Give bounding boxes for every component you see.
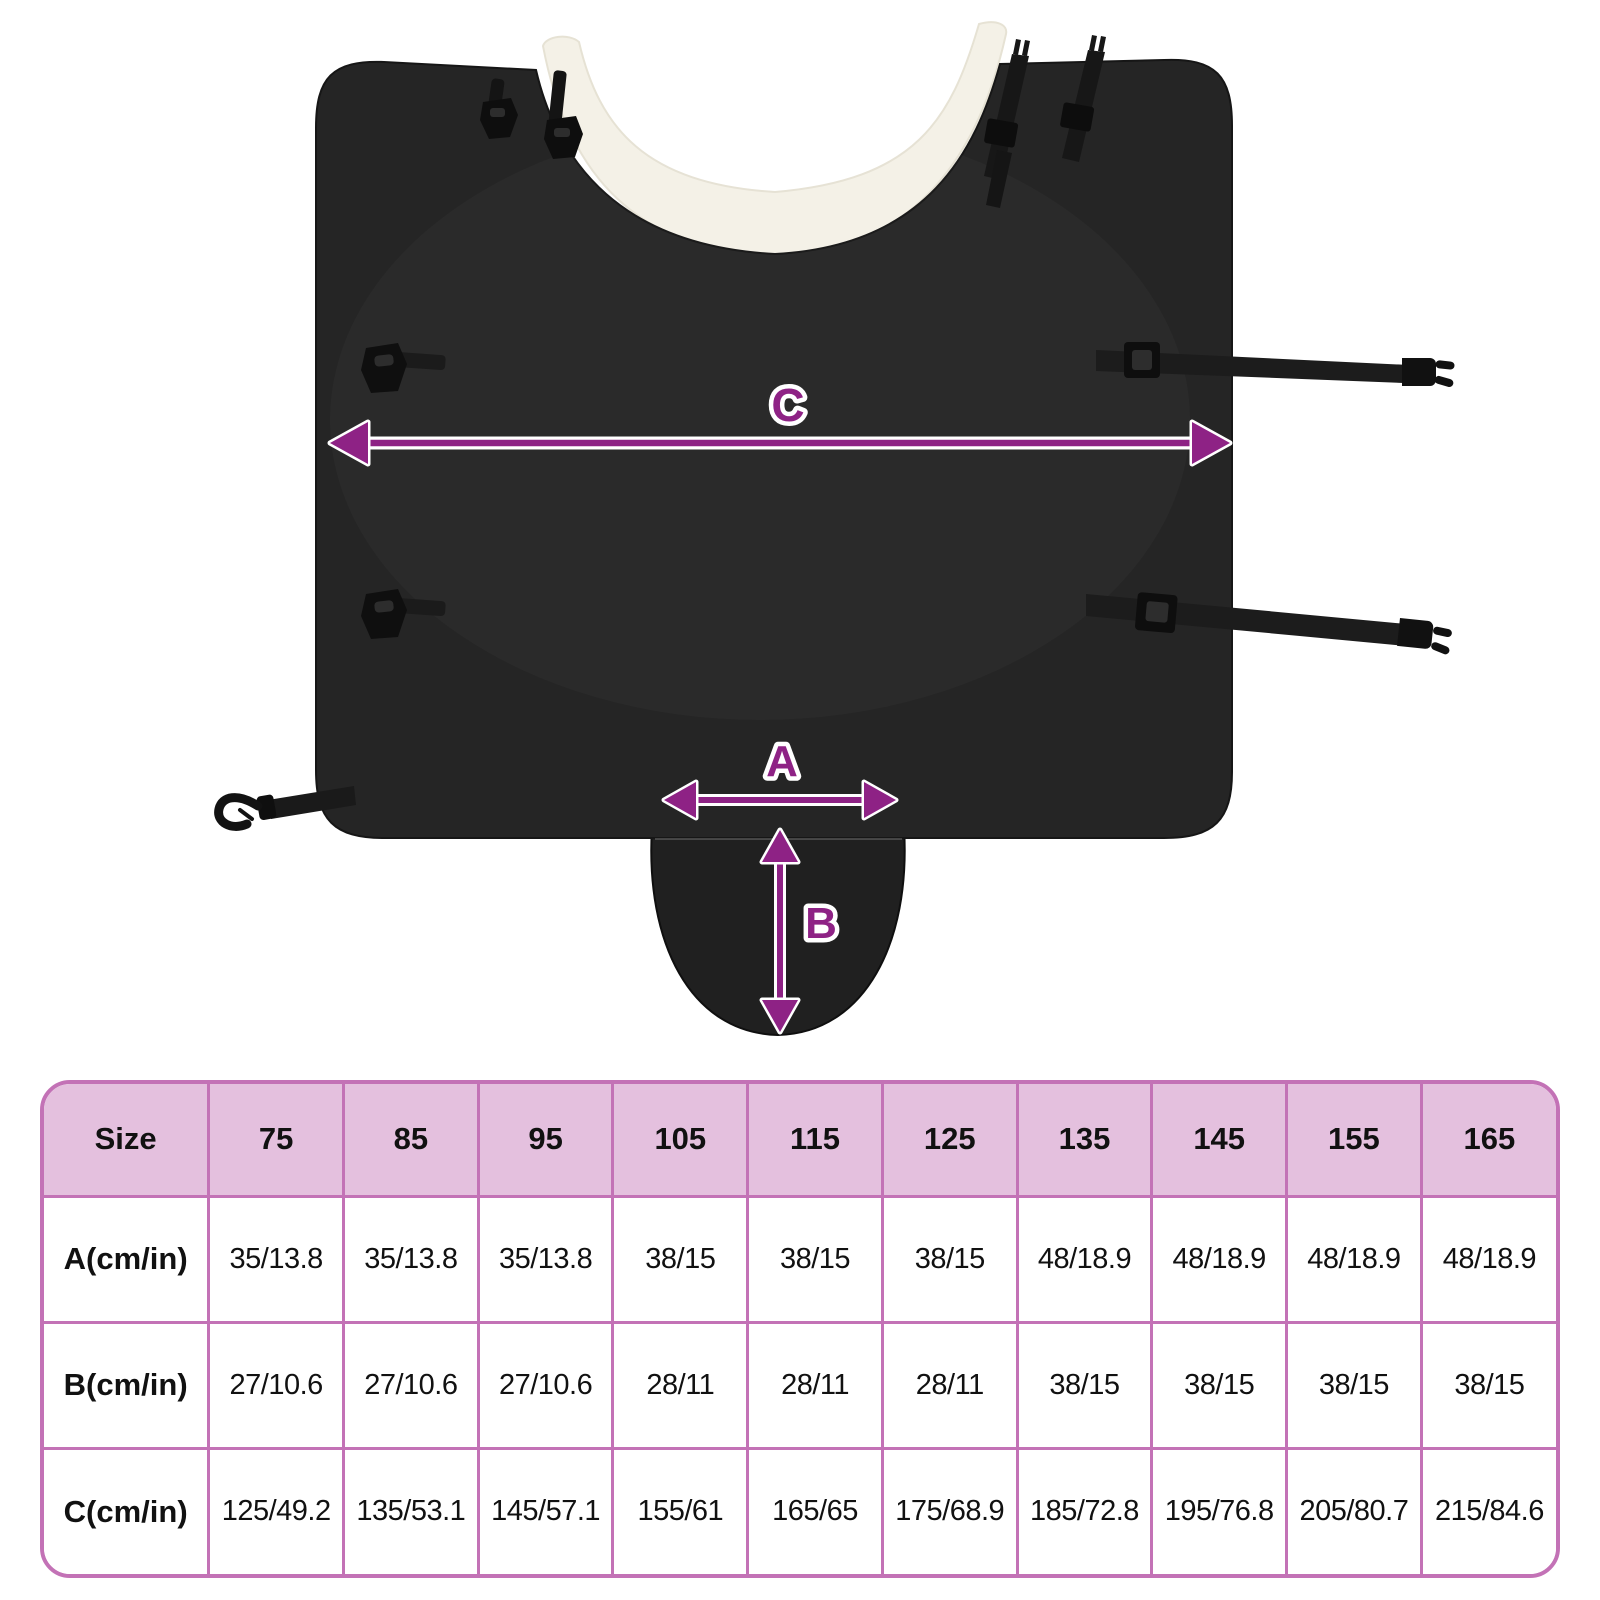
size-table-body: A(cm/in) 35/13.8 35/13.8 35/13.8 38/15 38/15 3… (44, 1196, 1556, 1574)
size-value-cell: 145/57.1 (478, 1448, 615, 1574)
size-value-cell: 38/15 (882, 1196, 1019, 1324)
belly-strap-bottom-right (1086, 592, 1452, 655)
blanket-sheen (330, 120, 1190, 720)
size-value-cell: 38/15 (747, 1196, 884, 1324)
belly-strap-top-right (1096, 342, 1455, 387)
side-buckle-clip-bottom-left (361, 589, 446, 639)
size-table: Size 75 85 95 105 115 125 135 145 155 165 A(cm/in)… (44, 1084, 1556, 1574)
neck-strap-inner (984, 39, 1030, 208)
size-value-cell: 48/18.9 (1151, 1196, 1289, 1324)
size-column-header: 105 (612, 1084, 750, 1198)
size-column-header: 135 (1017, 1084, 1154, 1198)
size-value-cell: 48/18.9 (1286, 1196, 1423, 1324)
size-value-cell: 205/80.7 (1286, 1448, 1423, 1574)
size-column-header: 85 (343, 1084, 480, 1198)
neck-buckle-clip-right (544, 70, 583, 159)
size-row-label: A(cm/in) (44, 1196, 211, 1324)
size-chart-section: Size 75 85 95 105 115 125 135 145 155 165 A(cm/in)… (40, 1080, 1560, 1578)
size-value-cell: 175/68.9 (882, 1448, 1019, 1574)
measure-label-a: A (766, 737, 798, 786)
size-row-label: B(cm/in) (44, 1322, 211, 1450)
size-table-row: B(cm/in) 27/10.6 27/10.6 27/10.6 28/11 28/11 2… (44, 1322, 1556, 1450)
size-value-cell: 215/84.6 (1421, 1448, 1556, 1574)
size-column-header: 95 (478, 1084, 615, 1198)
size-value-cell: 38/15 (1017, 1322, 1154, 1450)
blanket-measurement-figure: C A B (214, 21, 1455, 1037)
size-value-cell: 155/61 (612, 1448, 750, 1574)
size-value-cell: 195/76.8 (1151, 1448, 1289, 1574)
size-table-frame: Size 75 85 95 105 115 125 135 145 155 165 A(cm/in)… (40, 1080, 1560, 1578)
size-value-cell: 28/11 (612, 1322, 750, 1450)
size-value-cell: 38/15 (1286, 1322, 1423, 1450)
neck-buckle-clip-left (480, 78, 518, 139)
size-table-title: Size (44, 1084, 211, 1198)
measure-label-b: B (805, 899, 837, 948)
size-column-header: 155 (1286, 1084, 1423, 1198)
size-column-header: 145 (1151, 1084, 1289, 1198)
size-value-cell: 27/10.6 (478, 1322, 615, 1450)
size-column-header: 165 (1421, 1084, 1556, 1198)
neck-strap-outer (1060, 35, 1106, 162)
size-value-cell: 135/53.1 (343, 1448, 480, 1574)
size-value-cell: 35/13.8 (478, 1196, 615, 1324)
size-value-cell: 28/11 (747, 1322, 884, 1450)
size-value-cell: 35/13.8 (208, 1196, 346, 1324)
size-value-cell: 48/18.9 (1017, 1196, 1154, 1324)
measure-arrow-a (661, 779, 899, 821)
measure-label-c: C (771, 379, 804, 431)
size-value-cell: 27/10.6 (343, 1322, 480, 1450)
side-buckle-clip-top-left (361, 343, 446, 393)
size-value-cell: 185/72.8 (1017, 1448, 1154, 1574)
size-column-header: 75 (208, 1084, 346, 1198)
size-value-cell: 38/15 (1151, 1322, 1289, 1450)
measure-arrow-c (327, 419, 1233, 467)
size-column-header: 125 (882, 1084, 1019, 1198)
size-value-cell: 28/11 (882, 1322, 1019, 1450)
size-row-label: C(cm/in) (44, 1448, 211, 1574)
size-value-cell: 35/13.8 (343, 1196, 480, 1324)
size-value-cell: 38/15 (612, 1196, 750, 1324)
size-table-row: C(cm/in) 125/49.2 135/53.1 145/57.1 155/61 16… (44, 1448, 1556, 1574)
size-column-header: 115 (747, 1084, 884, 1198)
size-value-cell: 48/18.9 (1421, 1196, 1556, 1324)
size-value-cell: 27/10.6 (208, 1322, 346, 1450)
size-value-cell: 125/49.2 (208, 1448, 346, 1574)
size-value-cell: 38/15 (1421, 1322, 1556, 1450)
measure-arrow-b (759, 827, 801, 1035)
snap-hook-strap (214, 786, 356, 831)
size-value-cell: 165/65 (747, 1448, 884, 1574)
product-diagram: C A B (214, 21, 1455, 1037)
size-table-row: A(cm/in) 35/13.8 35/13.8 35/13.8 38/15 38/15 3… (44, 1196, 1556, 1324)
size-table-head-row: Size 75 85 95 105 115 125 135 145 155 165 (44, 1084, 1556, 1198)
